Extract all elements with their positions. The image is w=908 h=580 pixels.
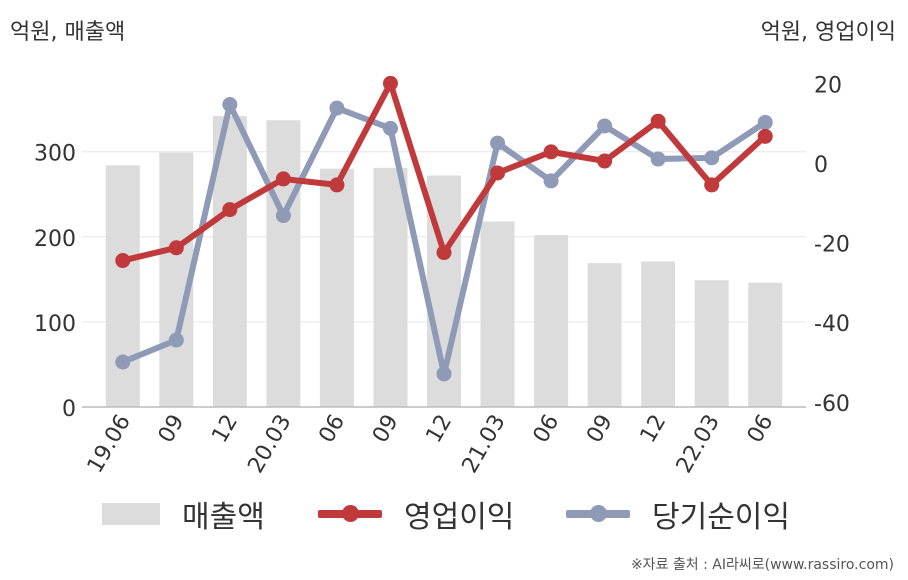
revenue-bar xyxy=(641,261,676,407)
operating-profit-point xyxy=(275,171,291,187)
revenue-bar xyxy=(534,235,569,407)
x-axis-tick-label: 06 xyxy=(529,411,565,448)
legend-label-revenue: 매출액 xyxy=(182,500,265,535)
operating-profit-point xyxy=(168,240,184,256)
revenue-bar xyxy=(748,282,783,407)
x-axis-tick-label: 22.03 xyxy=(672,411,725,478)
operating-profit-point xyxy=(329,177,345,193)
net-income-point xyxy=(650,151,666,167)
operating-profit-point xyxy=(704,177,720,193)
operating-profit-point xyxy=(436,245,452,261)
source-credit: ※자료 출처 : AI라씨로(www.rassiro.com) xyxy=(630,557,894,573)
x-axis-tick-label: 06 xyxy=(314,411,350,448)
chart-legend: 매출액 영업이익 당기순이익 xyxy=(0,492,908,536)
net-income-point xyxy=(543,173,559,189)
x-axis-tick-label: 12 xyxy=(207,411,243,448)
x-axis-tick-label: 06 xyxy=(743,411,779,448)
x-axis-tick-label: 09 xyxy=(368,411,404,448)
x-axis-tick-label: 12 xyxy=(422,411,458,448)
right-axis-unit: 억원, 영업이익 xyxy=(760,20,896,45)
legend-label-operating-profit: 영업이익 xyxy=(404,500,515,535)
net-income-point xyxy=(329,100,345,116)
x-axis-tick-label: 12 xyxy=(636,411,672,448)
net-income-point xyxy=(115,354,131,370)
revenue-bar xyxy=(587,263,622,407)
net-income-point xyxy=(168,332,184,348)
legend-item-operating-profit: 영업이익 xyxy=(318,492,514,536)
net-income-point xyxy=(704,150,720,166)
right-axis-tick-label: 0 xyxy=(814,153,828,178)
revenue-bar xyxy=(105,165,140,407)
net-income-point xyxy=(757,114,773,130)
revenue-bar xyxy=(480,221,515,407)
legend-swatch-revenue xyxy=(102,503,160,525)
revenue-bar xyxy=(373,167,408,407)
left-axis-tick-label: 200 xyxy=(34,227,76,252)
x-axis-tick-label: 09 xyxy=(154,411,190,448)
x-axis-tick-label: 09 xyxy=(582,411,618,448)
left-axis-tick-label: 300 xyxy=(34,142,76,167)
right-axis-tick-label: -60 xyxy=(814,392,850,417)
left-axis-tick-label: 100 xyxy=(34,312,76,337)
legend-item-revenue: 매출액 xyxy=(102,492,265,536)
legend-item-net-income: 당기순이익 xyxy=(566,492,790,536)
x-axis-tick-label: 21.03 xyxy=(458,411,511,478)
operating-profit-point xyxy=(222,202,238,218)
revenue-bar xyxy=(319,168,354,407)
revenue-bar xyxy=(694,280,729,407)
operating-profit-point xyxy=(597,153,613,169)
right-axis-tick-label: -20 xyxy=(814,233,850,258)
right-axis-tick-label: -40 xyxy=(814,312,850,337)
right-axis-tick-label: 20 xyxy=(814,73,842,98)
operating-profit-point xyxy=(543,144,559,160)
net-income-point xyxy=(382,120,398,136)
operating-profit-point xyxy=(115,253,131,269)
legend-swatch-operating-profit xyxy=(318,505,382,522)
legend-label-net-income: 당기순이익 xyxy=(652,500,790,535)
legend-swatch-net-income xyxy=(566,505,630,522)
net-income-point xyxy=(436,366,452,382)
operating-profit-point xyxy=(650,113,666,129)
x-axis-tick-label: 19.06 xyxy=(83,411,136,478)
net-income-point xyxy=(222,96,238,112)
revenue-bar xyxy=(266,120,301,407)
net-income-point xyxy=(597,118,613,134)
net-income-point xyxy=(490,135,506,151)
operating-profit-point xyxy=(757,128,773,144)
left-axis-tick-label: 0 xyxy=(62,397,76,422)
net-income-point xyxy=(275,208,291,224)
operating-profit-point xyxy=(490,165,506,181)
left-axis-unit: 억원, 매출액 xyxy=(10,20,126,45)
operating-profit-point xyxy=(382,75,398,91)
x-axis-tick-label: 20.03 xyxy=(243,411,296,478)
